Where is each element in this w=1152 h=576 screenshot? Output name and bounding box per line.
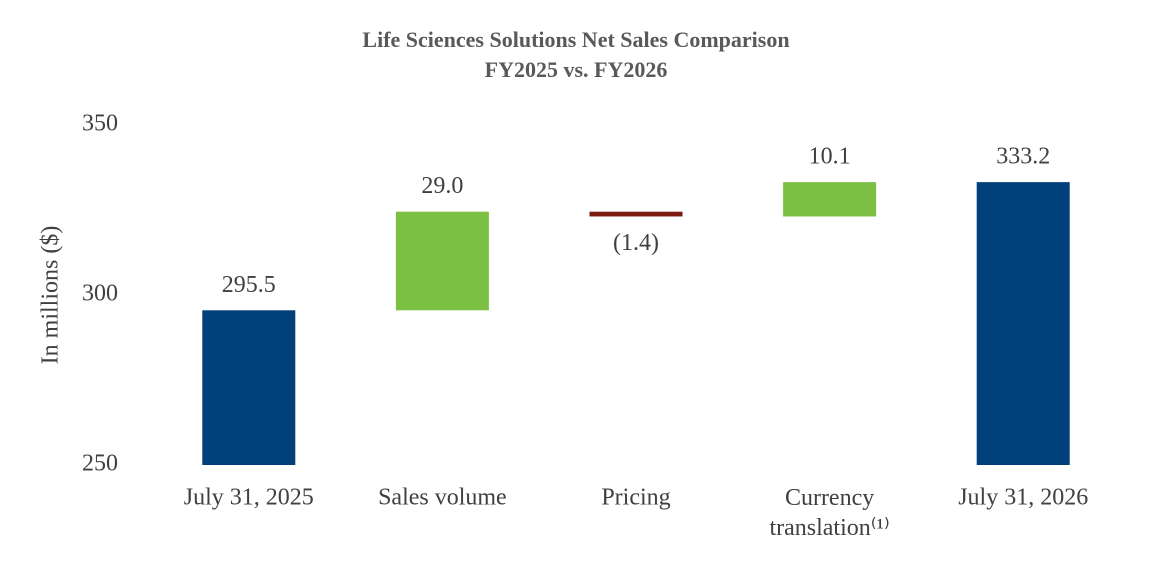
x-tick-label: July 31, 2025 [184,485,314,511]
x-tick-label: Currency translation⁽¹⁾ [769,485,889,541]
bar [395,211,489,311]
x-tick-line: translation⁽¹⁾ [769,515,889,541]
y-axis-label: In millions ($) [38,226,64,365]
y-tick-label: 350 [82,111,118,137]
y-tick-label: 300 [82,281,118,307]
x-tick-label: Sales volume [378,485,507,511]
bar [589,211,683,217]
chart-title: Life Sciences Solutions Net Sales Compar… [362,27,789,52]
chart-subtitle: FY2025 vs. FY2026 [485,57,668,82]
data-label: 10.1 [809,144,851,170]
x-tick-label: July 31, 2026 [958,485,1088,511]
bar [783,182,877,217]
bar [202,310,296,465]
x-tick-label: Pricing [601,485,670,511]
data-label: 333.2 [996,144,1050,170]
data-label: (1.4) [613,230,659,256]
data-label: 295.5 [222,272,276,298]
bar [976,182,1070,465]
y-tick-label: 250 [82,451,118,477]
x-tick-line: Currency [785,485,874,511]
data-label: 29.0 [421,173,463,199]
